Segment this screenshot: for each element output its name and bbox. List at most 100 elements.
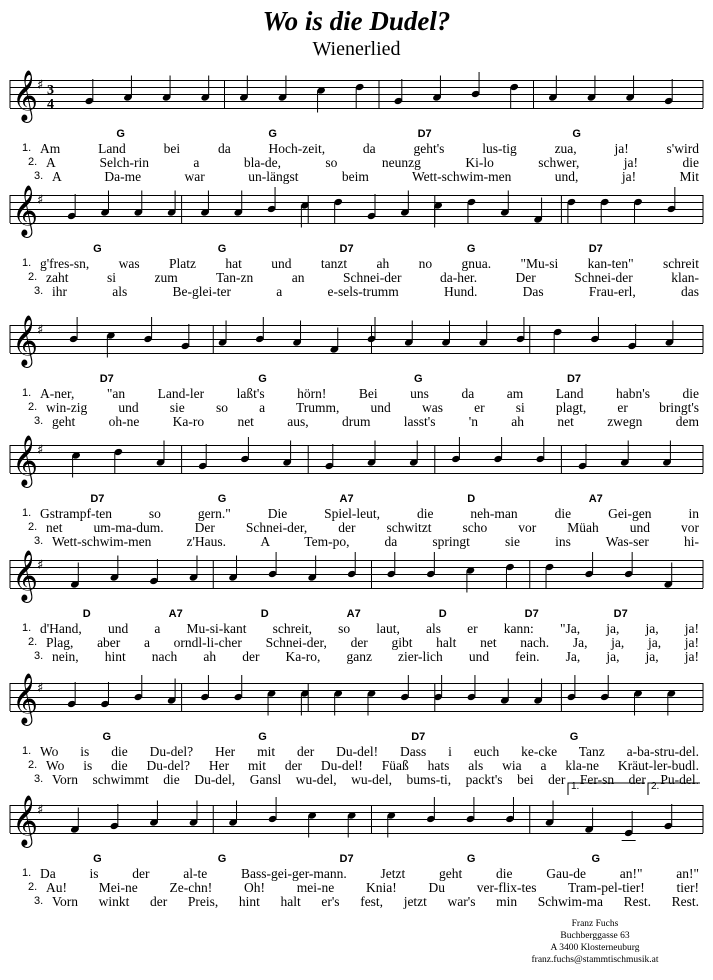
- chord-symbol: G: [217, 493, 227, 505]
- note-head: [325, 462, 334, 470]
- note-head: [387, 812, 396, 819]
- verse-text: Au! Mei-ne Ze-chn! Oh! mei-ne Knia! Du v…: [46, 880, 699, 895]
- chord-symbol: A7: [168, 608, 183, 620]
- verse-number: 1.: [22, 387, 32, 399]
- note-head: [239, 94, 248, 101]
- note-head: [334, 690, 343, 697]
- note-head: [70, 826, 79, 833]
- note-head: [317, 87, 325, 94]
- note-head: [189, 819, 198, 826]
- lyric-line: 3. geht oh-ne Ka-ro net aus, drum lasst's…: [0, 414, 713, 429]
- note-head: [201, 94, 210, 101]
- chord-symbol: D7: [588, 243, 603, 255]
- note-head: [283, 459, 291, 466]
- staff-svg: 𝄞♯: [9, 315, 704, 368]
- author-name: Franz Fuchs: [571, 919, 619, 929]
- verse-number: 1.: [22, 867, 32, 879]
- chord-symbol: D7: [339, 853, 354, 865]
- lyric-line: 3. Wett-schwim-men z'Haus. A Tem-po, da s…: [0, 534, 713, 549]
- verse-text: net um-ma-dum. Der Schnei-der, der schwi…: [46, 520, 699, 535]
- verse-text: zaht si zum Tan-zn an Schnei-der da-her.…: [46, 270, 699, 285]
- note-head: [587, 94, 596, 101]
- note-head: [347, 570, 356, 578]
- note-head: [189, 574, 198, 581]
- note-head: [67, 700, 76, 708]
- note-head: [600, 693, 609, 701]
- note-head: [634, 198, 642, 206]
- note-head: [494, 455, 502, 463]
- note-head: [110, 574, 119, 581]
- chord-symbol: G: [569, 731, 579, 743]
- verse-text: A-ner, "an Land-ler laßt's hörn! Bei uns…: [40, 386, 699, 401]
- note-head: [308, 812, 317, 819]
- key-sharp-icon: ♯: [37, 323, 43, 338]
- note-head: [634, 690, 642, 697]
- chord-symbol: A7: [588, 493, 603, 505]
- lyric-line: 1. Am Land bei da Hoch-zeit, da geht's lu…: [0, 141, 713, 156]
- note-head: [400, 209, 409, 216]
- verse-number: 1.: [22, 257, 32, 269]
- chord-symbol: G: [217, 853, 227, 865]
- note-head: [667, 690, 676, 697]
- chord-row: G G D7 G G: [0, 853, 713, 869]
- verse-text: Plag, aber a orndl-li-cher Schnei-der, d…: [46, 635, 699, 650]
- note-head: [162, 94, 171, 101]
- lyric-line: 1. Gstrampf-ten so gern." Die Spiel-leut,…: [0, 506, 713, 521]
- note-head: [510, 83, 519, 91]
- note-head: [567, 198, 576, 206]
- note-head: [506, 563, 514, 571]
- verse-text: A Selch-rin a bla-de, so neunzg Ki-lo sc…: [46, 155, 699, 170]
- note-head: [548, 94, 557, 101]
- author-footer: Franz Fuchs Buchberggasse 63 A 3400 Klos…: [500, 918, 690, 966]
- chord-symbol: D: [438, 608, 447, 620]
- note-head: [144, 335, 152, 343]
- note-head: [467, 693, 476, 701]
- author-street: Buchberggasse 63: [560, 931, 630, 941]
- note-head: [367, 459, 376, 466]
- verse-number: 2.: [28, 156, 38, 168]
- note-head: [591, 335, 599, 343]
- note-head: [624, 829, 633, 837]
- lyric-line: 1. d'Hand, und a Mu-si-kant schreit, so l…: [0, 621, 713, 636]
- chord-symbol: D: [260, 608, 269, 620]
- note-head: [626, 94, 634, 101]
- verse-number: 3.: [34, 650, 44, 662]
- verse-number: 1.: [22, 745, 32, 757]
- note-head: [466, 567, 475, 574]
- note-head: [308, 574, 317, 581]
- note-head: [201, 209, 209, 216]
- treble-clef-icon: 𝄞: [12, 435, 38, 488]
- note-head: [367, 212, 376, 220]
- note-head: [85, 97, 94, 105]
- chord-symbol: G: [466, 243, 476, 255]
- verse-number: 2.: [28, 636, 38, 648]
- verse-text: Da is der al-te Bass-gei-ger-mann. Jetzt…: [40, 866, 699, 881]
- note-head: [106, 332, 115, 339]
- lyric-line: 1. A-ner, "an Land-ler laßt's hörn! Bei u…: [0, 386, 713, 401]
- key-sharp-icon: ♯: [37, 193, 43, 208]
- verse-number: 3.: [34, 773, 44, 785]
- note-head: [426, 570, 435, 578]
- note-head: [334, 198, 343, 206]
- treble-clef-icon: 𝄞: [12, 673, 38, 726]
- note-head: [101, 209, 109, 216]
- treble-clef-icon: 𝄞: [12, 315, 38, 368]
- chord-symbol: G: [572, 128, 581, 140]
- note-head: [167, 209, 176, 216]
- verse-number: 3.: [34, 535, 44, 547]
- chord-row: D A7 D A7 D D7 D7: [0, 608, 713, 624]
- lyric-line: 2. win-zig und sie so a Trumm, und was er…: [0, 400, 713, 415]
- verse-number: 3.: [34, 895, 44, 907]
- chord-symbol: D7: [99, 373, 114, 385]
- chord-row: G G D7 G: [0, 731, 713, 747]
- note-head: [500, 209, 509, 216]
- note-head: [578, 462, 587, 470]
- note-head: [387, 570, 396, 578]
- verse-number: 3.: [34, 285, 44, 297]
- note-head: [628, 342, 637, 350]
- key-sharp-icon: ♯: [37, 681, 43, 696]
- staff-svg: 𝄞♯: [9, 782, 704, 848]
- note-head: [300, 690, 309, 697]
- note-head: [663, 459, 671, 466]
- time-signature-bottom: 4: [47, 97, 54, 112]
